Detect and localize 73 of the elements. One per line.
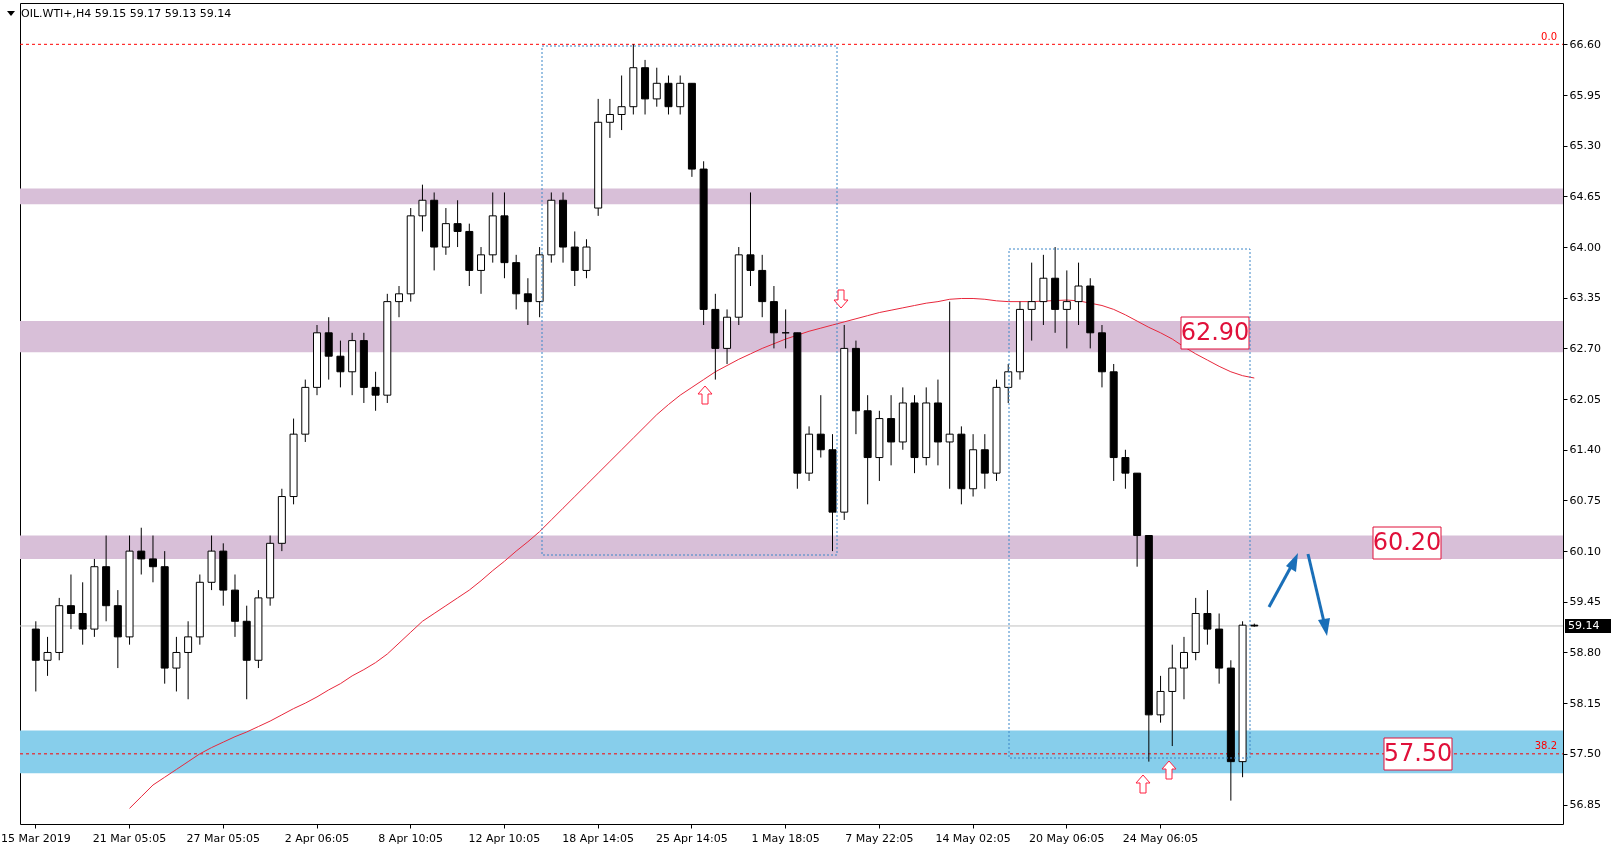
y-tick-label: 61.40 bbox=[1569, 443, 1601, 457]
annotation: 0.0 bbox=[1541, 31, 1557, 42]
y-tick-label: 57.50 bbox=[1569, 747, 1601, 761]
candlestick bbox=[477, 246, 486, 295]
y-tick-label: 63.35 bbox=[1569, 291, 1601, 305]
candlestick bbox=[1203, 589, 1212, 646]
y-tick-label: 64.65 bbox=[1569, 189, 1601, 203]
candlestick bbox=[523, 277, 532, 326]
candlestick bbox=[746, 191, 755, 287]
y-tick-label: 60.10 bbox=[1569, 544, 1601, 558]
candlestick bbox=[652, 67, 661, 108]
annotation: 62.90 bbox=[1180, 318, 1250, 346]
candlestick bbox=[184, 620, 193, 700]
candlestick bbox=[887, 394, 896, 466]
x-tick-label: 21 Mar 05:05 bbox=[92, 831, 167, 845]
candlestick bbox=[66, 574, 75, 630]
y-tick-label: 62.05 bbox=[1569, 392, 1601, 406]
candlestick bbox=[453, 199, 462, 248]
candlestick bbox=[570, 230, 579, 287]
x-tick-label: 2 Apr 06:05 bbox=[284, 831, 350, 845]
x-tick-label: 20 May 06:05 bbox=[1029, 831, 1105, 845]
x-tick-label: 12 Apr 10:05 bbox=[468, 831, 541, 845]
y-tick-label: 64.00 bbox=[1569, 240, 1601, 254]
candlestick bbox=[816, 394, 825, 459]
candlestick bbox=[1156, 675, 1165, 724]
x-tick-label: 15 Mar 2019 bbox=[0, 831, 71, 845]
candlestick bbox=[945, 301, 954, 490]
candlestick bbox=[582, 238, 591, 279]
candlestick bbox=[1039, 254, 1048, 326]
annotation: 57.50 bbox=[1383, 739, 1453, 767]
candlestick bbox=[324, 316, 333, 381]
candlestick bbox=[617, 75, 626, 131]
annotation: 60.20 bbox=[1372, 528, 1442, 556]
ref-line-label: 59.14 bbox=[1568, 618, 1600, 632]
candlestick bbox=[1027, 262, 1036, 342]
annotation: 38.2 bbox=[1534, 740, 1557, 751]
y-tick-label: 59.45 bbox=[1569, 595, 1601, 609]
candlestick bbox=[980, 433, 989, 490]
candlestick bbox=[664, 75, 673, 115]
candlestick bbox=[1121, 449, 1130, 490]
candlestick bbox=[1062, 269, 1071, 349]
candlestick bbox=[371, 371, 380, 412]
y-tick-label: 58.15 bbox=[1569, 696, 1601, 710]
x-tick-label: 25 Apr 14:05 bbox=[656, 831, 728, 845]
x-tick-label: 7 May 22:05 bbox=[845, 831, 914, 845]
candlestick bbox=[395, 285, 404, 318]
y-tick-label: 65.95 bbox=[1569, 88, 1601, 102]
x-tick-label: 8 Apr 10:05 bbox=[378, 831, 444, 845]
candlestick bbox=[172, 636, 181, 692]
x-tick-label: 14 May 02:05 bbox=[935, 831, 1011, 845]
y-tick-label: 60.75 bbox=[1569, 493, 1601, 507]
x-tick-label: 24 May 06:05 bbox=[1122, 831, 1199, 845]
chart-title: OIL.WTI+,H4 59.15 59.17 59.13 59.14 bbox=[21, 7, 232, 20]
x-tick-label: 1 May 18:05 bbox=[751, 831, 820, 845]
candlestick bbox=[418, 184, 427, 232]
candlestick bbox=[441, 207, 450, 256]
candlestick bbox=[676, 75, 685, 115]
candlestick bbox=[78, 581, 87, 646]
x-tick-label: 18 Apr 14:05 bbox=[562, 831, 635, 845]
candlestick bbox=[148, 535, 157, 583]
candlestick bbox=[336, 340, 345, 388]
candlestick bbox=[1168, 644, 1177, 747]
candlestick bbox=[137, 527, 146, 575]
candlestick bbox=[1179, 636, 1188, 700]
y-tick-label: 65.30 bbox=[1569, 139, 1601, 153]
y-tick-label: 58.80 bbox=[1569, 645, 1601, 659]
candlestick bbox=[43, 636, 52, 677]
candlestick bbox=[605, 98, 614, 139]
candlestick bbox=[1074, 262, 1083, 326]
y-tick-label: 62.70 bbox=[1569, 341, 1601, 355]
y-tick-label: 56.85 bbox=[1569, 798, 1601, 812]
y-tick-label: 66.60 bbox=[1569, 37, 1601, 51]
x-tick-label: 27 Mar 05:05 bbox=[186, 831, 260, 845]
